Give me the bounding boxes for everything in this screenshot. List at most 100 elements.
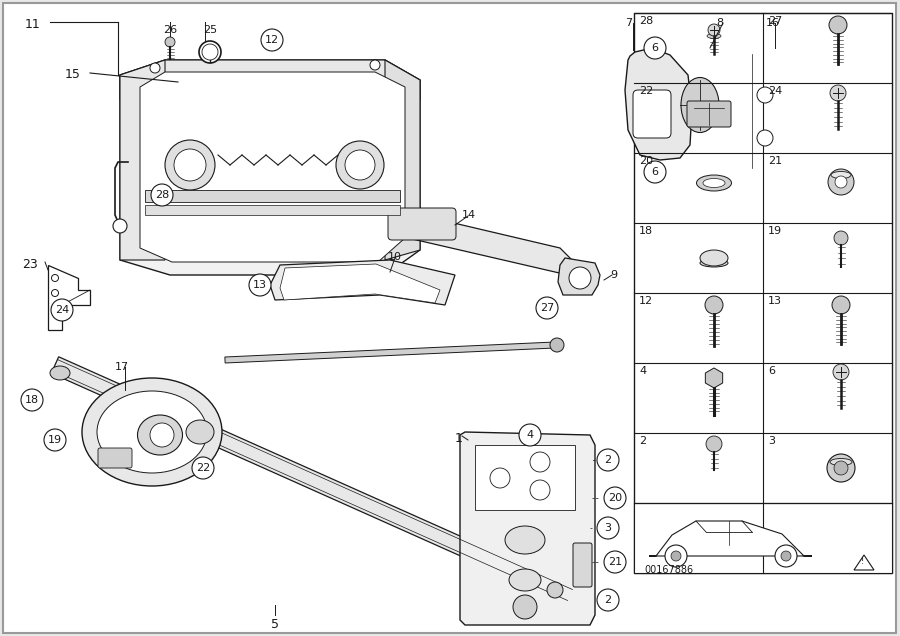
Text: 1: 1	[455, 432, 463, 445]
Polygon shape	[558, 258, 600, 295]
Circle shape	[51, 299, 73, 321]
Text: 16: 16	[766, 18, 780, 28]
Ellipse shape	[831, 172, 851, 179]
Circle shape	[597, 517, 619, 539]
Circle shape	[706, 436, 722, 452]
Text: 22: 22	[196, 463, 210, 473]
Circle shape	[249, 274, 271, 296]
Circle shape	[113, 219, 127, 233]
Circle shape	[832, 296, 850, 314]
Polygon shape	[48, 265, 90, 330]
Text: 28: 28	[155, 190, 169, 200]
Polygon shape	[120, 60, 165, 260]
Circle shape	[834, 231, 848, 245]
Circle shape	[51, 289, 59, 296]
Text: 24: 24	[55, 305, 69, 315]
Text: 18: 18	[639, 226, 653, 236]
Circle shape	[44, 429, 66, 451]
FancyBboxPatch shape	[98, 448, 132, 468]
Circle shape	[490, 468, 510, 488]
Text: 28: 28	[639, 16, 653, 26]
Ellipse shape	[700, 250, 728, 266]
Text: 21: 21	[768, 156, 782, 166]
Ellipse shape	[186, 420, 214, 444]
Ellipse shape	[700, 259, 728, 267]
Circle shape	[202, 44, 218, 60]
Circle shape	[530, 452, 550, 472]
Ellipse shape	[82, 378, 222, 486]
FancyBboxPatch shape	[687, 101, 731, 127]
Circle shape	[530, 480, 550, 500]
Text: 3: 3	[605, 523, 611, 533]
Ellipse shape	[174, 149, 206, 181]
Text: 13: 13	[768, 296, 782, 306]
Text: 6: 6	[652, 167, 659, 177]
Ellipse shape	[50, 366, 70, 380]
Ellipse shape	[830, 459, 852, 466]
Circle shape	[775, 545, 797, 567]
Text: 8: 8	[716, 18, 723, 28]
Text: 24: 24	[768, 86, 782, 96]
Polygon shape	[738, 52, 803, 170]
Text: 26: 26	[163, 25, 177, 35]
Ellipse shape	[336, 141, 384, 189]
Text: 19: 19	[768, 226, 782, 236]
Polygon shape	[270, 260, 455, 305]
Circle shape	[705, 296, 723, 314]
Ellipse shape	[509, 569, 541, 591]
Circle shape	[21, 389, 43, 411]
Text: 5: 5	[271, 618, 279, 631]
Text: 6: 6	[768, 366, 775, 376]
Text: 18: 18	[25, 395, 39, 405]
Text: 13: 13	[253, 280, 267, 290]
Polygon shape	[280, 264, 440, 303]
Circle shape	[604, 551, 626, 573]
Circle shape	[671, 551, 681, 561]
Circle shape	[150, 423, 174, 447]
Polygon shape	[120, 60, 420, 275]
Circle shape	[165, 37, 175, 47]
Ellipse shape	[681, 78, 719, 132]
Circle shape	[604, 487, 626, 509]
Text: 2: 2	[605, 595, 612, 605]
Ellipse shape	[138, 415, 183, 455]
Bar	[634, 503, 892, 573]
Text: 14: 14	[462, 210, 476, 220]
Text: 00167886: 00167886	[644, 565, 693, 575]
Polygon shape	[120, 60, 420, 100]
Circle shape	[261, 29, 283, 51]
Text: 4: 4	[526, 430, 534, 440]
Ellipse shape	[97, 391, 207, 473]
Circle shape	[597, 449, 619, 471]
Circle shape	[51, 275, 59, 282]
Text: 19: 19	[48, 435, 62, 445]
Polygon shape	[140, 72, 405, 262]
Circle shape	[834, 461, 848, 475]
Circle shape	[781, 551, 791, 561]
Ellipse shape	[165, 140, 215, 190]
Text: 6: 6	[652, 43, 659, 53]
Circle shape	[519, 424, 541, 446]
FancyBboxPatch shape	[573, 543, 592, 587]
Text: 17: 17	[115, 362, 129, 372]
Text: 11: 11	[25, 18, 40, 31]
Circle shape	[708, 24, 720, 36]
Text: 20: 20	[639, 156, 653, 166]
Ellipse shape	[505, 526, 545, 554]
Circle shape	[665, 545, 687, 567]
Text: 27: 27	[768, 16, 782, 26]
Circle shape	[757, 87, 773, 103]
Circle shape	[757, 130, 773, 146]
Circle shape	[830, 85, 846, 101]
Circle shape	[644, 161, 666, 183]
Ellipse shape	[199, 41, 221, 63]
Text: 12: 12	[265, 35, 279, 45]
Text: 7: 7	[625, 18, 632, 28]
Ellipse shape	[697, 175, 732, 191]
Bar	[145, 190, 400, 202]
Polygon shape	[460, 432, 595, 625]
Circle shape	[151, 184, 173, 206]
Polygon shape	[649, 521, 812, 556]
Text: 22: 22	[639, 86, 653, 96]
Text: 12: 12	[639, 296, 653, 306]
